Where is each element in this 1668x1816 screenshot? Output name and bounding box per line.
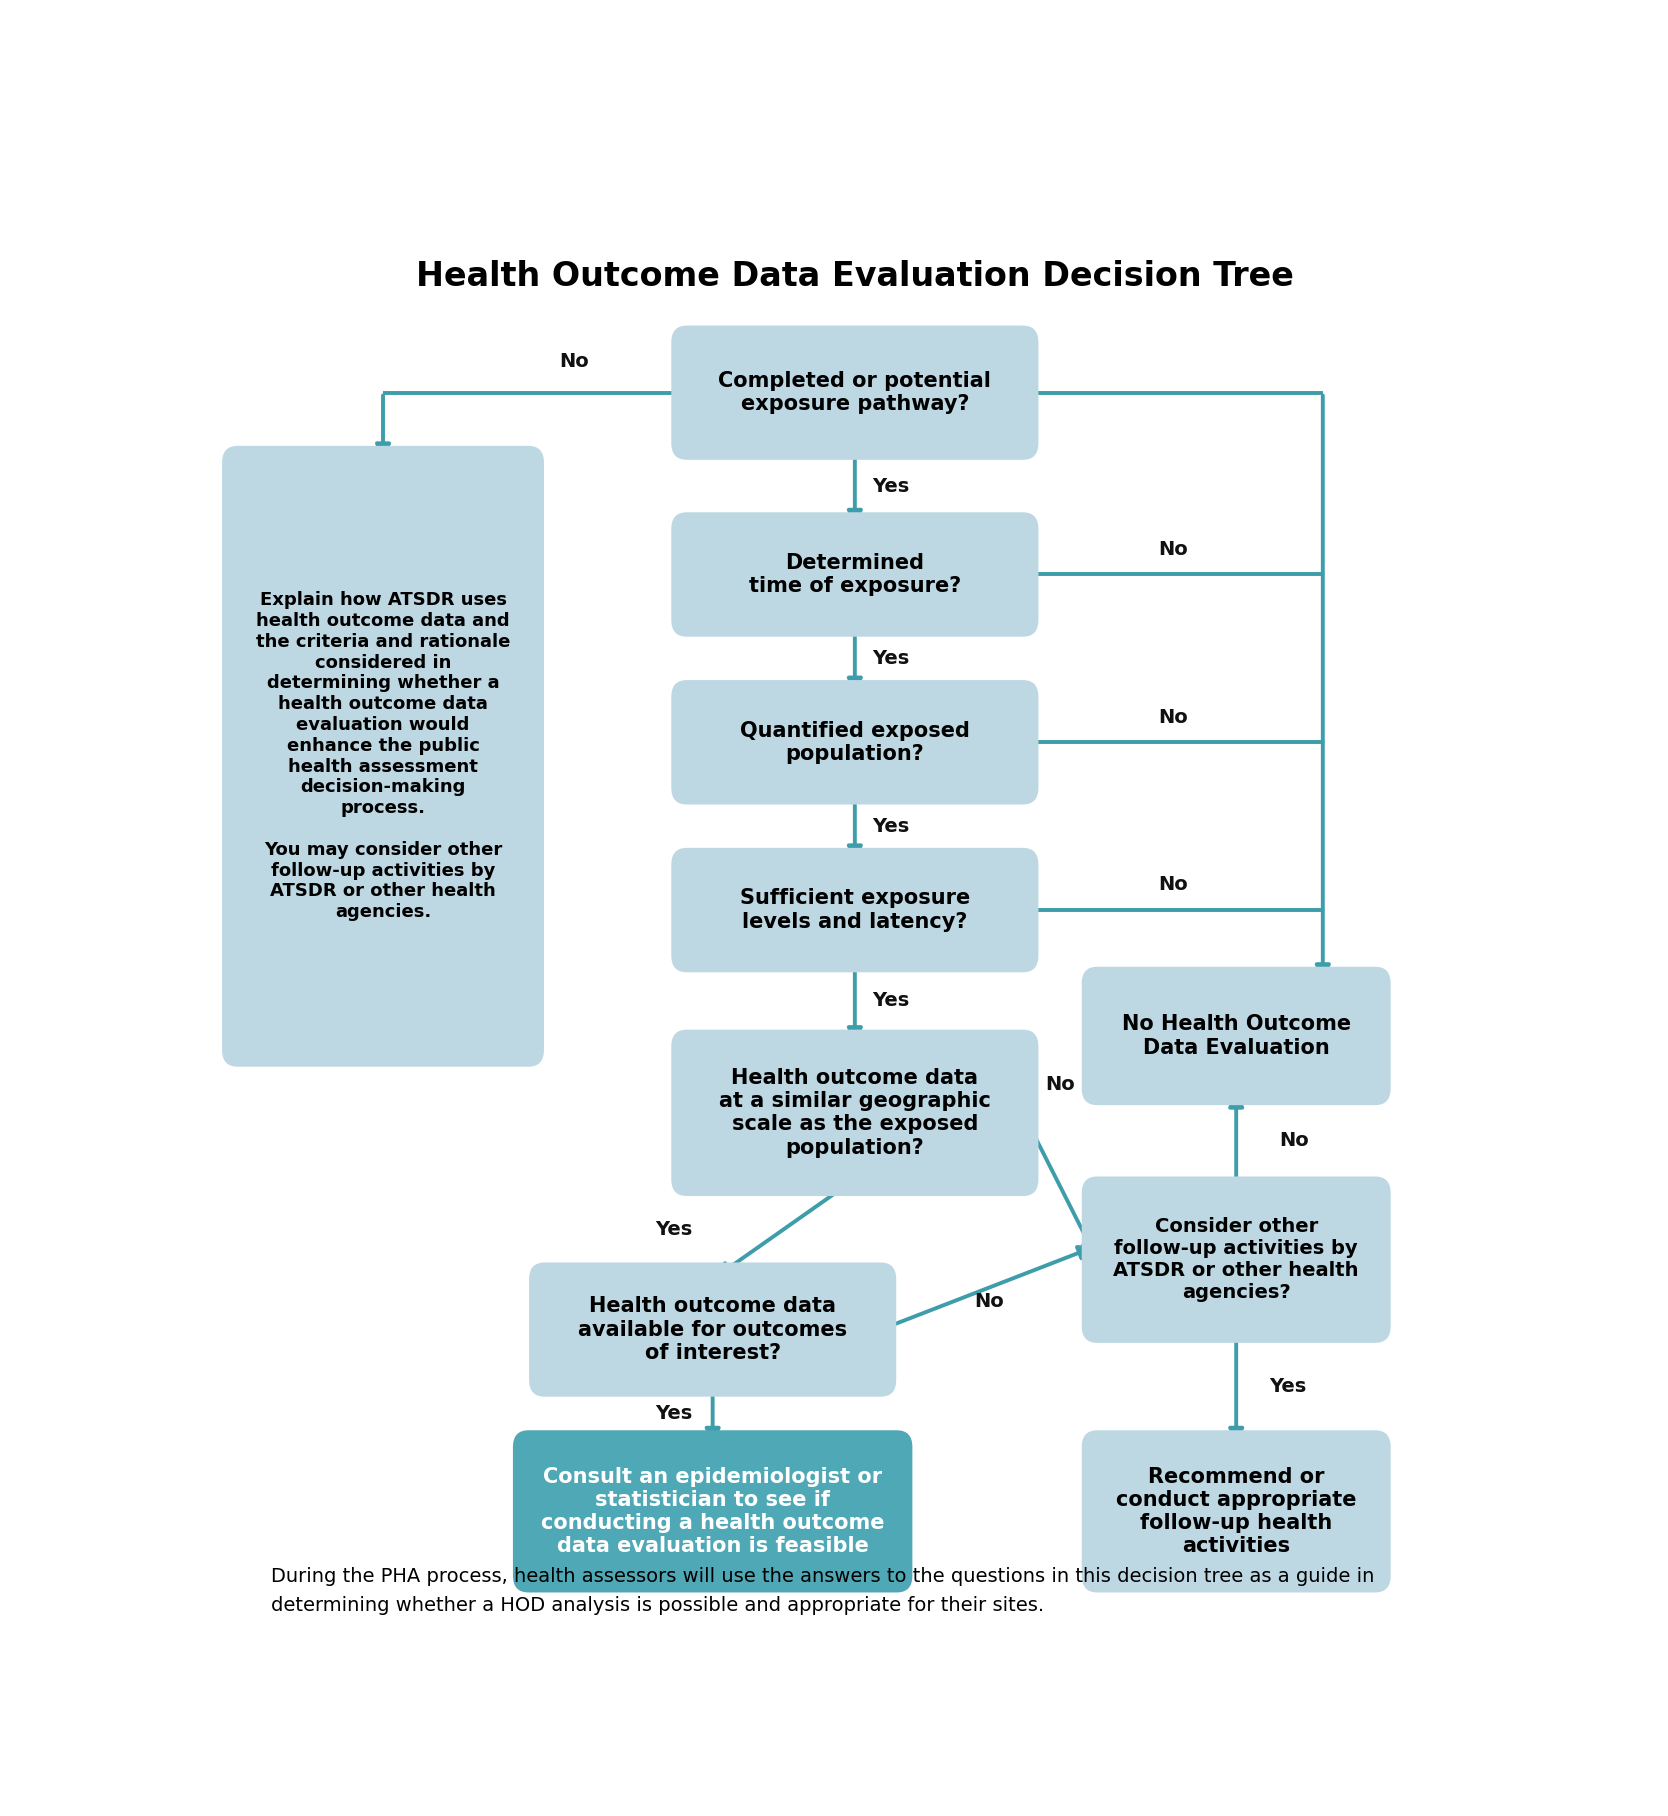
- Text: No Health Outcome
Data Evaluation: No Health Outcome Data Evaluation: [1121, 1015, 1351, 1057]
- Text: Determined
time of exposure?: Determined time of exposure?: [749, 552, 961, 596]
- Text: Yes: Yes: [656, 1404, 692, 1424]
- FancyBboxPatch shape: [222, 447, 544, 1066]
- Text: Health Outcome Data Evaluation Decision Tree: Health Outcome Data Evaluation Decision …: [415, 260, 1294, 292]
- Text: No: No: [1158, 708, 1188, 726]
- Text: No: No: [1158, 539, 1188, 559]
- Text: Quantified exposed
population?: Quantified exposed population?: [741, 721, 969, 765]
- FancyBboxPatch shape: [671, 512, 1039, 637]
- Text: Yes: Yes: [872, 476, 909, 496]
- Text: Health outcome data
at a similar geographic
scale as the exposed
population?: Health outcome data at a similar geograp…: [719, 1068, 991, 1157]
- Text: Consider other
follow-up activities by
ATSDR or other health
agencies?: Consider other follow-up activities by A…: [1114, 1217, 1359, 1302]
- Text: Consult an epidemiologist or
statistician to see if
conducting a health outcome
: Consult an epidemiologist or statisticia…: [540, 1467, 884, 1556]
- Text: No: No: [1046, 1075, 1074, 1095]
- Text: Yes: Yes: [656, 1220, 692, 1239]
- FancyBboxPatch shape: [671, 1030, 1039, 1197]
- Text: Yes: Yes: [872, 648, 909, 668]
- FancyBboxPatch shape: [1083, 1431, 1391, 1593]
- FancyBboxPatch shape: [514, 1431, 912, 1593]
- Text: Completed or potential
exposure pathway?: Completed or potential exposure pathway?: [719, 370, 991, 414]
- Text: No: No: [559, 352, 589, 372]
- FancyBboxPatch shape: [1083, 966, 1391, 1106]
- Text: No: No: [974, 1293, 1004, 1311]
- FancyBboxPatch shape: [671, 679, 1039, 804]
- Text: No: No: [1279, 1131, 1309, 1150]
- FancyBboxPatch shape: [1083, 1177, 1391, 1342]
- Text: No: No: [1158, 875, 1188, 895]
- Text: Yes: Yes: [872, 817, 909, 835]
- FancyBboxPatch shape: [529, 1262, 896, 1397]
- Text: Health outcome data
available for outcomes
of interest?: Health outcome data available for outcom…: [579, 1297, 847, 1362]
- Text: Yes: Yes: [872, 992, 909, 1010]
- Text: Explain how ATSDR uses
health outcome data and
the criteria and rationale
consid: Explain how ATSDR uses health outcome da…: [255, 592, 510, 921]
- Text: Recommend or
conduct appropriate
follow-up health
activities: Recommend or conduct appropriate follow-…: [1116, 1467, 1356, 1556]
- Text: During the PHA process, health assessors will use the answers to the questions i: During the PHA process, health assessors…: [270, 1567, 1374, 1614]
- Text: Yes: Yes: [1269, 1377, 1306, 1397]
- FancyBboxPatch shape: [671, 848, 1039, 972]
- Text: Sufficient exposure
levels and latency?: Sufficient exposure levels and latency?: [739, 888, 971, 932]
- FancyBboxPatch shape: [671, 325, 1039, 459]
